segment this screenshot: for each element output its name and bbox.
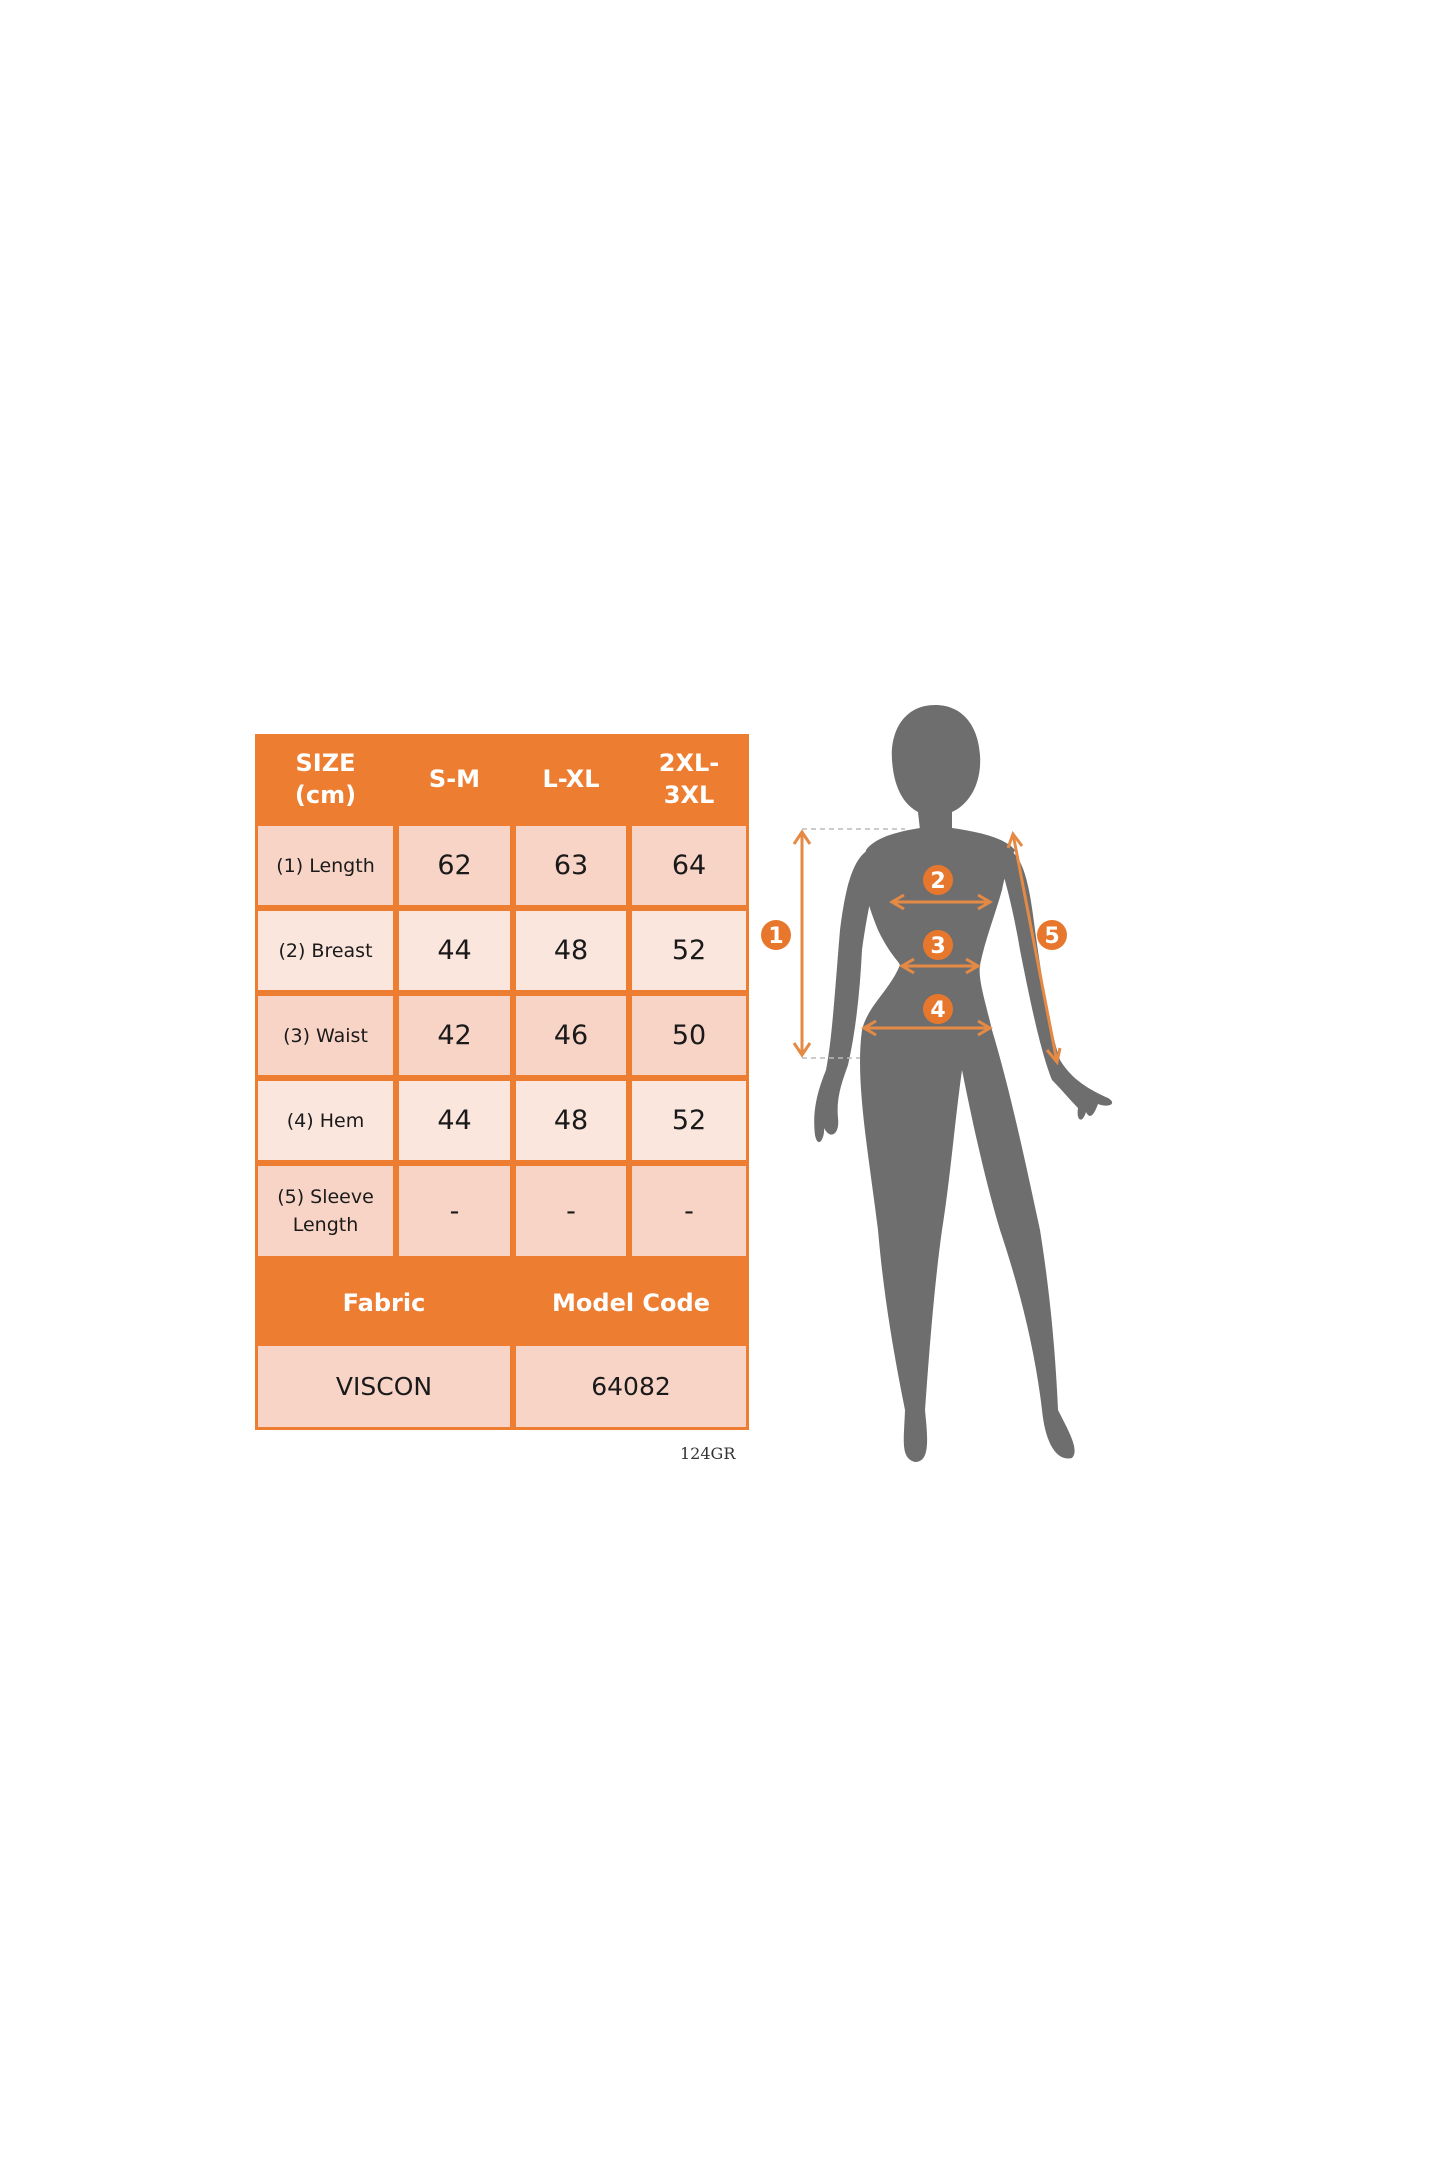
measurement-label: (1) Length	[258, 826, 393, 905]
measurement-value: 46	[516, 996, 626, 1075]
svg-text:4: 4	[930, 998, 945, 1023]
weight-code: 124GR	[680, 1444, 736, 1463]
fabric-value: VISCON	[258, 1346, 510, 1427]
marker-3: 3	[923, 930, 953, 960]
measurement-value: 64	[632, 826, 746, 905]
svg-text:5: 5	[1044, 924, 1059, 949]
marker-4: 4	[923, 994, 953, 1024]
measurement-value: 62	[399, 826, 510, 905]
measurement-value: 50	[632, 996, 746, 1075]
measurement-value: 48	[516, 911, 626, 990]
measurement-label: (2) Breast	[258, 911, 393, 990]
measurement-value: -	[399, 1166, 510, 1256]
marker-1: 1	[761, 920, 791, 950]
head	[891, 705, 981, 830]
fabric-header: Fabric	[342, 1288, 426, 1317]
sleeve-arrow	[1011, 833, 1059, 1063]
size-header: SIZE (cm)	[294, 748, 357, 809]
model-code-value: 64082	[516, 1346, 746, 1427]
svg-text:2: 2	[930, 869, 945, 894]
measurement-value: -	[632, 1166, 746, 1256]
marker-2: 2	[923, 865, 953, 895]
marker-5: 5	[1037, 920, 1067, 950]
svg-text:3: 3	[930, 934, 945, 959]
measurement-label: (4) Hem	[258, 1081, 393, 1160]
measurement-value: 44	[399, 911, 510, 990]
silhouette	[814, 705, 1113, 1462]
svg-text:1: 1	[768, 924, 783, 949]
measurement-value: 44	[399, 1081, 510, 1160]
measurement-value: 52	[632, 1081, 746, 1160]
measurement-value: -	[516, 1166, 626, 1256]
left-arm	[814, 850, 878, 1143]
measurement-label: (3) Waist	[258, 996, 393, 1075]
measure-lines	[792, 828, 1062, 1066]
size-column-header: S-M	[428, 764, 481, 793]
measurement-value: 63	[516, 826, 626, 905]
measurement-label: (5) Sleeve Length	[258, 1166, 393, 1256]
body	[860, 828, 1075, 1462]
right-arm	[1002, 850, 1113, 1120]
size-column-header: 2XL- 3XL	[658, 748, 720, 809]
measurement-value: 42	[399, 996, 510, 1075]
measurement-value: 52	[632, 911, 746, 990]
model-code-header: Model Code	[552, 1288, 710, 1317]
size-chart-table: SIZE (cm) S-M L-XL 2XL- 3XL (1) Length 62…	[255, 734, 749, 1430]
size-column-header: L-XL	[542, 764, 600, 793]
measurement-value: 48	[516, 1081, 626, 1160]
